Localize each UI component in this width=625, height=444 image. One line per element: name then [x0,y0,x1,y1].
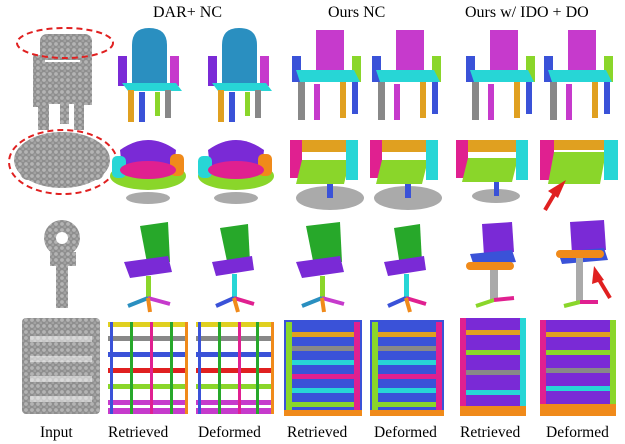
row-3-ours-retrieved [296,222,345,313]
row-1-ours-deformed [372,30,441,120]
row-1-input-pointcloud [33,34,92,130]
label-ido-deformed: Deformed [546,424,609,441]
label-ours-deformed: Deformed [374,424,437,441]
row-3-ours-deformed [384,224,427,313]
label-ido-retrieved: Retrieved [460,424,521,441]
row-4-ours-retrieved [284,320,362,416]
row-2-input-pointcloud [14,132,110,188]
row-4-ido-retrieved [460,318,526,416]
header-dar-nc: DAR+ NC [153,4,223,21]
highlight-ellipse [16,27,114,59]
row-1-dar-retrieved [118,28,182,122]
row-2-ido-deformed [540,140,618,212]
row-3-input-pointcloud [44,220,80,308]
row-3-dar-retrieved [124,222,172,313]
header-ours-ido-do: Ours w/ IDO + DO [465,4,589,21]
row-4-input-pointcloud [22,318,100,414]
row-3-dar-deformed [212,224,255,313]
row-4-dar-deformed [196,322,274,414]
row-2-dar-retrieved [110,140,186,204]
row-2-ours-deformed [370,140,442,210]
row-1-ours-retrieved [292,30,361,120]
row-3-ido-deformed [556,220,612,308]
label-dar-retrieved: Retrieved [108,424,169,441]
row-2-dar-deformed [198,140,274,204]
label-ours-retrieved: Retrieved [287,424,348,441]
row-3-ido-retrieved [466,222,516,308]
row-4-dar-retrieved [108,322,188,414]
row-1-ido-deformed [544,30,613,120]
row-1-ido-retrieved [466,30,535,120]
row-4-ido-deformed [540,320,616,416]
label-input: Input [40,424,73,441]
row-1-dar-deformed [208,28,272,122]
label-dar-deformed: Deformed [198,424,261,441]
header-ours-nc: Ours NC [328,4,386,21]
row-4-ours-deformed [370,320,444,416]
row-2-ido-retrieved [456,140,528,203]
row-2-ours-retrieved [290,140,364,210]
